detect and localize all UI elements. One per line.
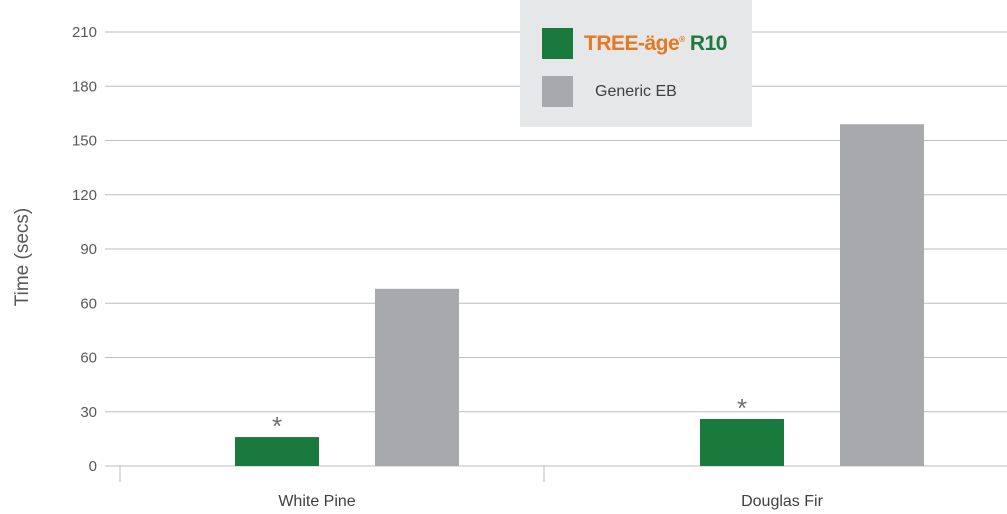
y-tick-label: 30 (80, 404, 97, 421)
legend-swatch-generic-eb (542, 76, 573, 107)
y-tick-label: 210 (72, 24, 97, 41)
bar-tree-age (235, 437, 319, 466)
x-category-label: White Pine (278, 493, 355, 510)
bars: ** (235, 124, 924, 466)
y-tick-label: 90 (80, 241, 97, 258)
bar-annotation: * (737, 393, 747, 423)
bar-generic-eb (375, 288, 459, 466)
x-category-label: Douglas Fir (741, 493, 823, 510)
legend-item-generic-eb: Generic EB (542, 76, 677, 107)
y-tick-label: 150 (72, 133, 97, 150)
bar-generic-eb (840, 124, 924, 466)
y-tick-label: 180 (72, 78, 97, 95)
bar-annotation: * (272, 411, 282, 441)
legend-label-generic-eb: Generic EB (595, 82, 677, 100)
y-tick-label: 120 (72, 187, 97, 204)
legend: TREE-äge® R10 Generic EB (520, 0, 752, 127)
y-axis-ticks: 0 30 60 60 90 120 150 180 210 (72, 24, 97, 475)
y-tick-label: 0 (89, 458, 97, 475)
x-axis: White Pine Douglas Fir (119, 466, 824, 510)
tree-age-logo: TREE-äge® R10 (584, 31, 727, 55)
legend-item-tree-age: TREE-äge® R10 (542, 28, 727, 59)
y-axis-label: Time (secs) (12, 208, 33, 307)
y-tick-label: 60 (80, 350, 97, 367)
bar-tree-age (700, 418, 784, 466)
legend-swatch-tree-age (542, 28, 573, 59)
y-tick-label: 60 (80, 295, 97, 312)
